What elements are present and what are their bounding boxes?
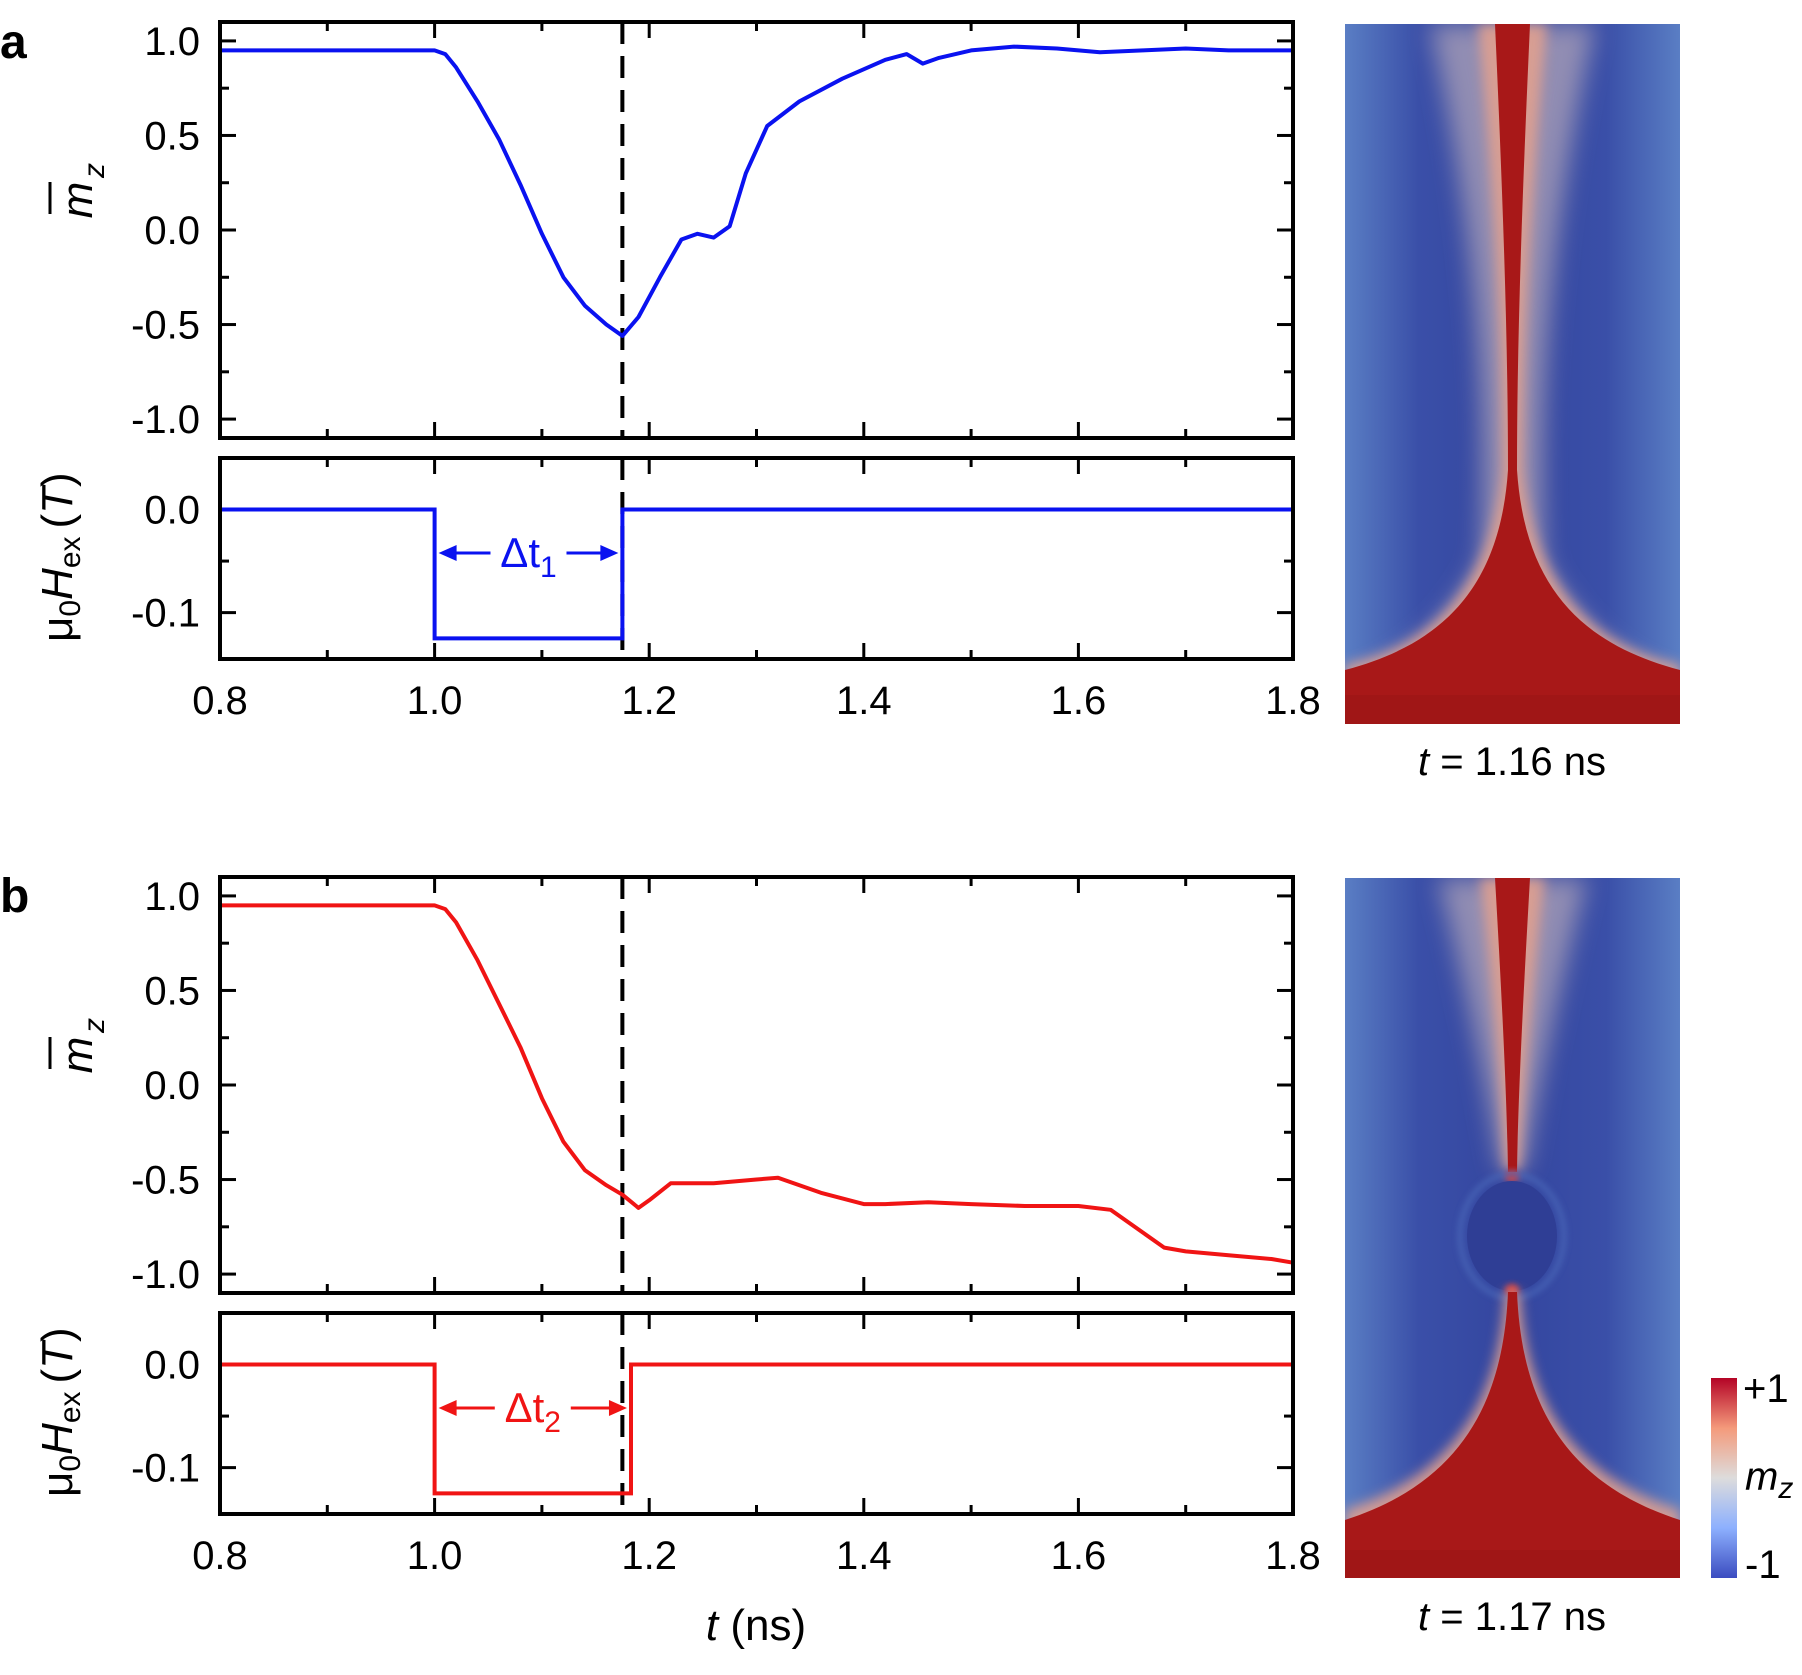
panel-a-hex-plot: 0.0 -0.1 Δt1 μ0Hex(T) 0.8 1.0 1.2 1.4 1.6 1.8 xyxy=(33,456,1321,723)
mz-ylabel-m: m xyxy=(53,182,102,219)
hex-ylabel-text: μ0Hex(T) xyxy=(33,1327,87,1497)
y-tick-label: 0.0 xyxy=(144,209,200,253)
y-tick-label: 0.0 xyxy=(144,489,200,533)
dt-arrow-right-head xyxy=(608,1400,627,1416)
y-tick-label: 1.0 xyxy=(144,20,200,64)
dt-arrow-left-head xyxy=(438,545,457,561)
panel-b-snapshot xyxy=(1345,878,1680,1578)
y-tick-label: -1.0 xyxy=(131,398,200,442)
x-tick-label: 1.4 xyxy=(836,679,892,723)
x-tick-label: 1.0 xyxy=(407,1534,463,1578)
hex-ylabel-text: μ0Hex(T) xyxy=(33,472,87,642)
panel-b-mz-ticks: 1.0 0.5 0.0 -0.5 -1.0 xyxy=(131,875,1295,1297)
hex-ylabel: μ0Hex(T) xyxy=(33,472,87,642)
x-tick-label: 1.8 xyxy=(1265,1534,1321,1578)
mz-ylabel-sub: z xyxy=(78,163,111,179)
panel-b-x-tick-labels: 0.8 1.0 1.2 1.4 1.6 1.8 xyxy=(192,1534,1321,1578)
colorbar-max-label: +1 xyxy=(1743,1367,1789,1411)
mz-ylabel-sub: z xyxy=(78,1018,111,1034)
y-tick-label: -0.1 xyxy=(131,1447,200,1491)
x-tick-label: 1.8 xyxy=(1265,679,1321,723)
panel-b-hex-frame xyxy=(218,1311,1295,1516)
panel-a-snapshot xyxy=(1345,24,1680,724)
panel-a-mz-series-line xyxy=(220,44,1293,338)
x-tick-label: 1.2 xyxy=(621,1534,677,1578)
dt-arrow-left-head xyxy=(438,1400,457,1416)
snapshot-a-core xyxy=(1345,24,1680,724)
panel-b-mz-series-line xyxy=(220,903,1294,1265)
panel-b-pulse-duration-annotation: Δt2 xyxy=(438,1382,627,1439)
snapshot-a-bottom-band xyxy=(1345,695,1680,724)
panel-b: b 1.0 0.5 0.0 -0.5 -1.0 m z 0.0 -0.1 Δt2 xyxy=(0,870,1793,1650)
dt-label-bg xyxy=(490,527,567,579)
panel-b-hex-plot: 0.0 -0.1 Δt2 μ0Hex(T) 0.8 1.0 1.2 1.4 1.6 1.8 xyxy=(33,1311,1321,1578)
panel-a-mz-ylabel: m z xyxy=(48,163,111,219)
y-tick-label: -0.5 xyxy=(131,1159,200,1203)
panel-a: a 1.0 0.5 0.0 -0.5 -1.0 m z 0.0 -0.1 xyxy=(0,16,1680,784)
panel-a-hex-ticks: 0.0 -0.1 xyxy=(131,458,1295,659)
panel-a-mz-plot: 1.0 0.5 0.0 -0.5 -1.0 m z xyxy=(48,20,1295,442)
x-tick-label: 1.0 xyxy=(407,679,463,723)
panel-b-hex-series-line xyxy=(220,1362,1293,1496)
dt-arrow-right-head xyxy=(600,545,619,561)
panel-a-hex-series-line xyxy=(220,507,1293,641)
panel-a-mz-frame xyxy=(218,20,1295,440)
snapshot-b-bubble xyxy=(1467,1181,1557,1291)
dt-label-bg xyxy=(494,1382,571,1434)
panel-b-mz-plot: 1.0 0.5 0.0 -0.5 -1.0 m z xyxy=(48,875,1295,1297)
dt-label: Δt1 xyxy=(500,529,556,584)
x-axis-title: t (ns) xyxy=(706,1601,806,1650)
y-tick-label: -0.5 xyxy=(131,304,200,348)
panel-b-mz-ylabel: m z xyxy=(48,1018,111,1074)
panel-b-mz-frame xyxy=(218,875,1295,1295)
panel-a-snapshot-caption: t = 1.16 ns xyxy=(1418,740,1606,784)
colorbar: +1 -1 mz xyxy=(1711,1367,1793,1587)
y-tick-label: 0.0 xyxy=(144,1064,200,1108)
y-tick-label: -1.0 xyxy=(131,1253,200,1297)
dt-label: Δt2 xyxy=(505,1384,561,1439)
snapshot-b-upper-core xyxy=(1495,878,1530,1172)
mz-ylabel-m: m xyxy=(53,1037,102,1074)
y-tick-label: 0.0 xyxy=(144,1344,200,1388)
x-tick-label: 0.8 xyxy=(192,679,248,723)
panel-b-snapshot-caption: t = 1.17 ns xyxy=(1418,1595,1606,1639)
panel-a-letter: a xyxy=(0,16,27,69)
y-tick-label: 1.0 xyxy=(144,875,200,919)
x-tick-label: 1.4 xyxy=(836,1534,892,1578)
x-tick-label: 1.2 xyxy=(621,679,677,723)
panel-a-hex-frame xyxy=(218,456,1295,661)
hex-ylabel: μ0Hex(T) xyxy=(33,1327,87,1497)
y-tick-label: -0.1 xyxy=(131,592,200,636)
y-tick-label: 0.5 xyxy=(144,114,200,158)
snapshot-b-bottom-band xyxy=(1345,1550,1680,1578)
snapshot-b-lower-core xyxy=(1345,1292,1680,1578)
colorbar-label: mz xyxy=(1745,1455,1793,1505)
panel-b-letter: b xyxy=(0,870,29,923)
x-tick-label: 1.6 xyxy=(1051,679,1107,723)
panel-a-x-tick-labels: 0.8 1.0 1.2 1.4 1.6 1.8 xyxy=(192,679,1321,723)
y-tick-label: 0.5 xyxy=(144,969,200,1013)
x-tick-label: 0.8 xyxy=(192,1534,248,1578)
panel-a-pulse-duration-annotation: Δt1 xyxy=(438,527,619,584)
x-tick-label: 1.6 xyxy=(1051,1534,1107,1578)
panel-a-mz-ticks: 1.0 0.5 0.0 -0.5 -1.0 xyxy=(131,20,1295,442)
colorbar-min-label: -1 xyxy=(1745,1543,1781,1587)
panel-b-hex-ticks: 0.0 -0.1 xyxy=(131,1313,1295,1514)
colorbar-gradient xyxy=(1711,1378,1737,1578)
